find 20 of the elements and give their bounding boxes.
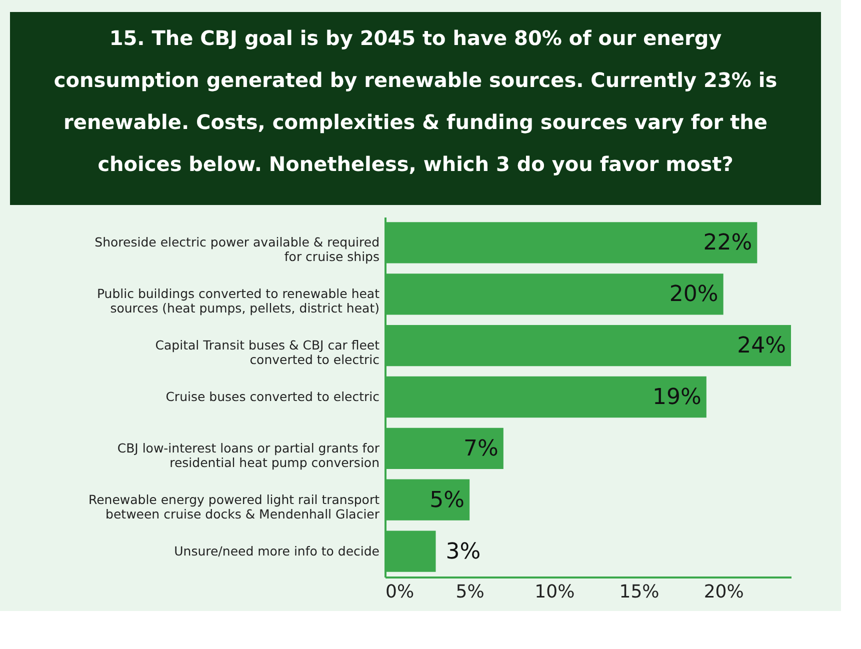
data-label: 20%: [669, 282, 718, 308]
data-label: 24%: [737, 334, 786, 359]
data-label: 3%: [446, 539, 481, 564]
data-label: 19%: [652, 385, 702, 410]
y-tick-label: Capital Transit buses & CBJ car fleet converted to electric: [155, 338, 380, 368]
x-tick-label: 5%: [456, 582, 484, 602]
data-label: 5%: [430, 488, 465, 513]
x-tick-label: 10%: [534, 582, 575, 602]
x-tick-label: 0%: [386, 582, 414, 602]
x-tick-label: 20%: [704, 582, 744, 602]
y-tick-label: Cruise buses converted to electric: [166, 389, 380, 404]
y-tick-label: Renewable energy powered light rail transport between cruise docks & Mendenhall Glacier: [88, 492, 380, 522]
y-tick-label: Shoreside electric power available & required for cruise ships: [94, 234, 380, 264]
y-tick-label: CBJ low-interest loans or partial grants for residential heat pump conversion: [117, 440, 380, 470]
chart-title: 15. The CBJ goal is by 2045 to have 80% of our energy consumption generated by renewable sources. Currently 23% is renewable. Costs, complexities & funding sources vary for the choices below. Nonetheless, which 3 do you favor most?: [54, 26, 778, 176]
data-label: 22%: [703, 230, 752, 256]
x-tick-label: 15%: [619, 582, 660, 602]
data-label: 7%: [464, 436, 498, 462]
y-tick-label: Unsure/need more info to decide: [174, 543, 380, 558]
y-tick-label: Public buildings converted to renewable heat sources (heat pumps, pellets, district heat): [96, 286, 380, 316]
